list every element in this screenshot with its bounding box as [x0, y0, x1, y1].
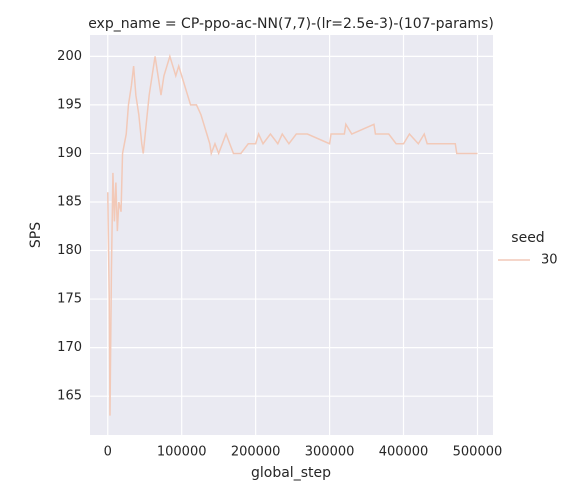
- y-tick-label: 200: [57, 49, 82, 64]
- legend-label: 30: [541, 253, 558, 268]
- y-axis-label: SPS: [28, 222, 44, 248]
- x-tick-label: 500000: [453, 445, 503, 460]
- x-tick-label: 100000: [157, 445, 207, 460]
- x-tick-label: 400000: [379, 445, 429, 460]
- x-axis-label: global_step: [251, 465, 331, 481]
- y-tick-label: 170: [57, 340, 82, 355]
- y-tick-label: 175: [57, 292, 82, 307]
- plot-background: [90, 35, 493, 435]
- x-tick-label: 300000: [305, 445, 355, 460]
- y-tick-label: 190: [57, 146, 82, 161]
- y-tick-label: 185: [57, 194, 82, 209]
- y-tick-label: 180: [57, 243, 82, 258]
- data-line: [107, 53, 478, 416]
- legend-title: seed: [511, 230, 544, 246]
- x-tick-label: 200000: [231, 445, 281, 460]
- x-tick-label: 0: [104, 445, 112, 460]
- y-tick-label: 165: [57, 389, 82, 404]
- y-tick-label: 195: [57, 97, 82, 112]
- chart-title: exp_name = CP-ppo-ac-NN(7,7)-(lr=2.5e-3)…: [88, 16, 494, 32]
